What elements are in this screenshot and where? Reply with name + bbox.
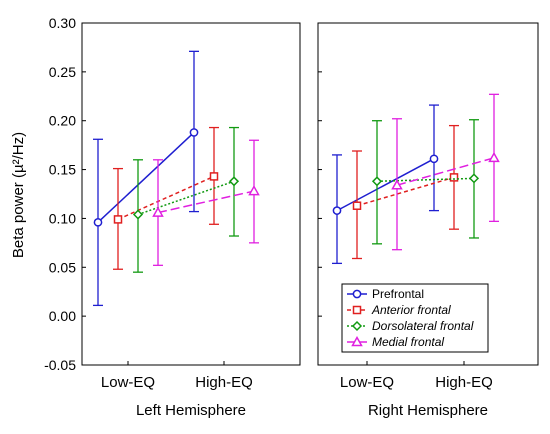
series-prefrontal [332,104,439,265]
series-dorsolateral-frontal [132,126,240,273]
data-point [352,289,362,299]
series-dorsolateral-frontal [371,119,480,245]
y-tick-label: 0.25 [49,64,76,80]
series-line [137,180,235,216]
x-tick-label: High-EQ [435,374,493,391]
data-point [93,217,103,227]
series-anterior-frontal [352,124,459,260]
data-point [351,320,363,332]
legend-item: Prefrontal [347,287,424,301]
x-axis-label: Left Hemisphere [136,402,246,419]
series-line [117,175,215,221]
x-axis-label: Right Hemisphere [368,402,488,419]
data-point [132,209,144,220]
legend-box [341,283,489,353]
legend-label: Medial frontal [372,335,444,349]
data-point [228,176,240,187]
y-axis-label: Beta power (µ²/Hz) [10,132,27,258]
x-tick-label: Low-EQ [340,374,394,391]
data-point [429,154,439,164]
legend: Prefrontal Anterior frontal Dorsolateral f… [341,283,489,353]
y-tick-label: 0.15 [49,162,76,178]
y-tick-label: 0.10 [49,210,76,226]
data-point [332,206,342,215]
data-point [189,128,199,137]
series-medial-frontal [152,139,260,266]
panel-right: Low-EQ High-EQ Right Hemisphere [317,22,539,419]
plot-panels: Low-EQ High-EQ Left Hemisphere Low-EQ High-E… [81,22,539,419]
panel-left: Low-EQ High-EQ Left Hemisphere [81,22,301,419]
series-line [376,177,475,183]
data-point [391,179,403,190]
y-tick-label: 0.05 [49,259,76,275]
x-tick-label: High-EQ [195,374,253,391]
panel-frame [81,22,301,366]
panel-frame [317,22,539,366]
series-line [97,131,195,223]
legend-label: Anterior frontal [371,303,451,317]
data-point [371,176,383,187]
legend-label: Dorsolateral frontal [372,319,474,333]
series-medial-frontal [391,93,500,251]
data-point [113,215,123,224]
series-anterior-frontal [113,126,219,270]
data-point [351,335,363,347]
series-line [336,158,435,212]
data-point [152,206,164,217]
legend-item: Medial frontal [347,335,444,349]
series-line [157,190,255,214]
y-axis: -0.05 0.00 0.05 0.10 0.15 0.20 0.25 0.30 [44,15,76,373]
y-tick-label: 0.30 [49,15,76,31]
y-tick-label: 0.20 [49,113,76,129]
data-point [488,151,500,163]
data-point [248,185,260,196]
legend-item: Anterior frontal [347,303,451,317]
data-point [468,173,480,184]
series-line [396,157,495,186]
legend-label: Prefrontal [372,287,424,301]
y-tick-label: -0.05 [44,357,76,373]
y-tick-label: 0.00 [49,308,76,324]
series-prefrontal [93,50,199,307]
data-point [352,201,362,210]
data-point [449,173,459,182]
data-point [209,172,219,181]
data-point [352,305,362,315]
x-tick-label: Low-EQ [101,374,155,391]
legend-item: Dorsolateral frontal [347,319,474,333]
series-line [356,176,455,207]
